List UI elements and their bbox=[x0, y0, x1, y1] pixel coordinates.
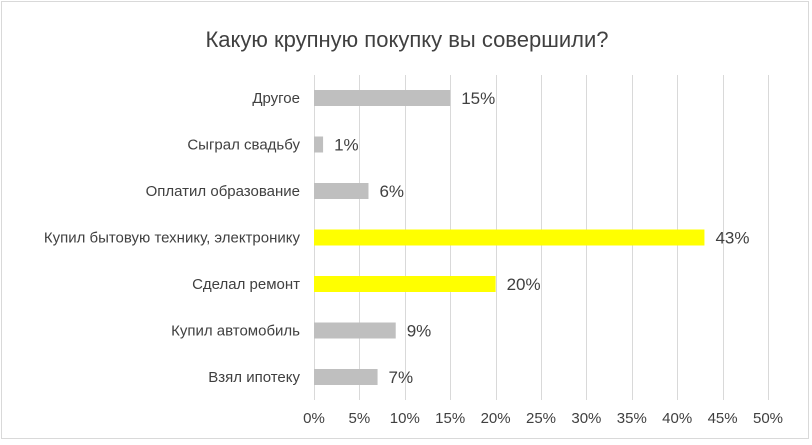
x-tick-label: 15% bbox=[435, 410, 465, 427]
category-label: Сыграл свадьбу bbox=[187, 137, 300, 154]
x-tick-label: 25% bbox=[526, 410, 556, 427]
x-tick-label: 5% bbox=[349, 410, 371, 427]
bar-chart: Какую крупную покупку вы совершили? Друг… bbox=[44, 27, 783, 427]
bar bbox=[314, 183, 369, 199]
data-label: 9% bbox=[407, 322, 432, 341]
bar bbox=[314, 136, 324, 153]
x-tick-label: 45% bbox=[708, 410, 738, 427]
bar bbox=[314, 322, 396, 339]
x-tick-labels: 0% 5% 10% 15% 20% 25% 30% 35% 40% 45% 50% bbox=[303, 410, 783, 427]
category-label: Купил бытовую технику, электронику bbox=[44, 230, 301, 247]
data-label: 1% bbox=[334, 136, 359, 155]
category-label: Другое bbox=[252, 90, 300, 107]
bar bbox=[314, 90, 451, 106]
bar bbox=[314, 369, 378, 385]
x-tick-label: 40% bbox=[662, 410, 692, 427]
data-label: 7% bbox=[389, 368, 414, 387]
x-tick-label: 50% bbox=[753, 410, 783, 427]
x-tick-label: 20% bbox=[481, 410, 511, 427]
chart-frame: Какую крупную покупку вы совершили? Друг… bbox=[1, 1, 809, 439]
x-tick-label: 35% bbox=[617, 410, 647, 427]
category-label: Купил автомобиль bbox=[171, 323, 300, 340]
category-label: Оплатил образование bbox=[146, 183, 300, 200]
x-tick-label: 0% bbox=[303, 410, 325, 427]
chart-title: Какую крупную покупку вы совершили? bbox=[205, 27, 608, 52]
bar bbox=[314, 276, 496, 292]
bar bbox=[314, 229, 705, 246]
x-tick-label: 10% bbox=[390, 410, 420, 427]
data-label: 20% bbox=[507, 275, 541, 294]
category-labels: Другое Сыграл свадьбу Оплатил образование К… bbox=[44, 90, 301, 386]
category-label: Взял ипотеку bbox=[208, 369, 300, 386]
data-label: 15% bbox=[461, 89, 495, 108]
category-label: Сделал ремонт bbox=[192, 276, 300, 293]
data-labels: 15% 1% 6% 43% 20% 9% 7% bbox=[334, 89, 749, 387]
data-label: 43% bbox=[715, 229, 749, 248]
x-tick-label: 30% bbox=[571, 410, 601, 427]
data-label: 6% bbox=[379, 182, 404, 201]
bars bbox=[314, 90, 705, 385]
